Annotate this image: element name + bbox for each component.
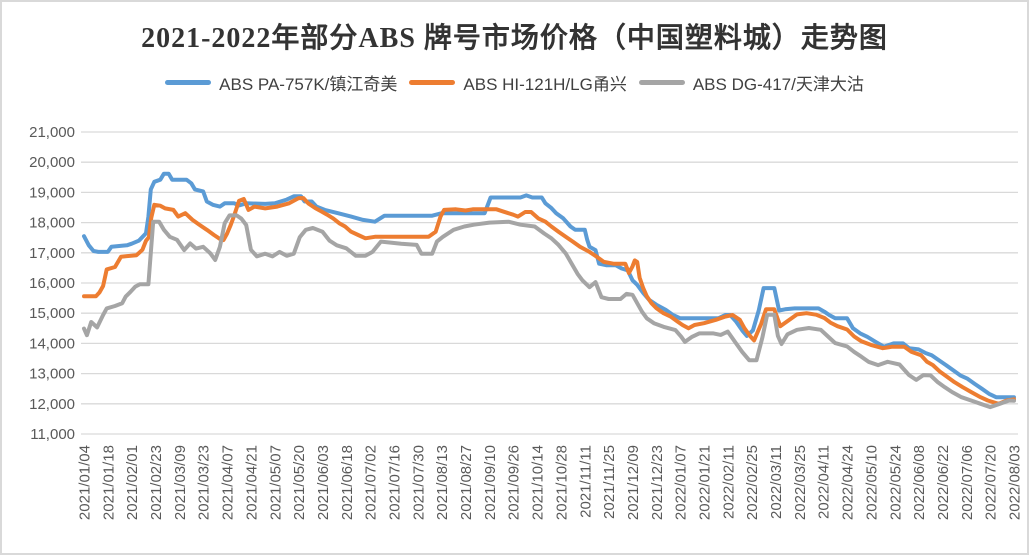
series-line-0 [82, 171, 1016, 400]
legend-line-swatch-blue [165, 80, 212, 85]
x-axis-tick-label: 2022/03/11 [768, 445, 785, 519]
y-axis-tick-label: 16,000 [29, 275, 75, 292]
x-axis-tick-label: 2022/02/25 [744, 445, 761, 520]
x-axis-tick-label: 2021/01/04 [77, 445, 94, 520]
legend-label: ABS PA-757K/镇江奇美 [219, 75, 398, 94]
x-axis-tick-label: 2021/05/20 [291, 445, 308, 520]
chart-title: 2021-2022年部分ABS 牌号市场价格（中国塑料城）走势图 [141, 23, 888, 54]
x-axis-tick-label: 2021/07/30 [410, 445, 427, 520]
x-axis-tick-label: 2022/04/11 [816, 445, 833, 519]
x-axis-tick-label: 2021/10/14 [530, 445, 547, 520]
x-axis-tick-label: 2021/07/02 [363, 445, 380, 520]
x-axis-tick-label: 2021/03/09 [172, 445, 189, 520]
x-axis-tick-label: 2022/06/08 [911, 445, 928, 520]
y-axis-tick-label: 12,000 [29, 396, 75, 413]
legend-label: ABS HI-121H/LG甬兴 [463, 75, 627, 94]
x-axis-tick-label: 2022/01/07 [673, 445, 690, 520]
x-axis-tick-label: 2021/08/27 [458, 445, 475, 520]
x-axis-tick-label: 2022/07/06 [959, 445, 976, 520]
x-axis-tick-label: 2022/06/22 [935, 445, 952, 520]
x-axis-tick-label: 2022/07/20 [983, 445, 1000, 520]
x-axis-tick-label: 2022/05/10 [863, 445, 880, 520]
legend-item-abs-hi121h: ABS HI-121H/LG甬兴 [409, 70, 627, 95]
x-axis-tick-label: 2021/05/07 [267, 445, 284, 520]
y-axis-tick-label: 14,000 [29, 335, 75, 352]
x-axis-tick-label: 2022/01/21 [697, 445, 714, 520]
x-axis-tick-label: 2022/08/03 [1007, 445, 1024, 520]
x-axis-tick-label: 2021/10/28 [553, 445, 570, 520]
y-axis-tick-label: 17,000 [29, 245, 75, 262]
legend-label: ABS DG-417/天津大沽 [692, 75, 864, 94]
x-axis-tick-label: 2021/09/26 [506, 445, 523, 520]
y-axis-tick-label: 18,000 [29, 215, 75, 232]
x-axis-tick-label: 2021/11/11 [577, 445, 594, 518]
legend-item-abs-pa757k: ABS PA-757K/镇江奇美 [165, 70, 397, 95]
x-axis-tick-label: 2021/12/23 [649, 445, 666, 520]
y-axis-tick-label: 21,000 [29, 124, 75, 141]
x-axis-tick-label: 2021/02/23 [148, 445, 165, 520]
y-axis-tick-label: 15,000 [29, 305, 75, 322]
x-axis-tick-label: 2021/04/07 [220, 445, 237, 520]
x-axis-tick-label: 2022/02/11 [720, 445, 737, 519]
y-axis-tick-label: 13,000 [29, 366, 75, 383]
x-axis-tick-label: 2021/09/10 [482, 445, 499, 520]
x-axis-tick-label: 2021/07/16 [387, 445, 404, 520]
x-axis-tick-label: 2021/01/18 [100, 445, 117, 520]
x-axis-tick-label: 2022/05/24 [887, 445, 904, 520]
y-axis-tick-label: 20,000 [29, 154, 75, 171]
y-axis-tick-label: 19,000 [29, 184, 75, 201]
x-axis-tick-label: 2021/06/18 [339, 445, 356, 520]
x-axis-tick-label: 2021/08/13 [434, 445, 451, 520]
x-axis-tick-label: 2021/11/25 [601, 445, 618, 519]
x-axis-tick-label: 2021/04/21 [243, 445, 260, 520]
x-axis-tick-label: 2022/03/25 [792, 445, 809, 520]
x-axis-tick-label: 2021/12/09 [625, 445, 642, 520]
x-axis-tick-label: 2021/02/01 [124, 445, 141, 520]
series-line-2 [82, 213, 1016, 410]
x-axis-tick-label: 2022/04/24 [840, 445, 857, 520]
legend-item-abs-dg417: ABS DG-417/天津大沽 [638, 70, 864, 95]
y-axis-tick-label: 11,000 [30, 426, 75, 443]
x-axis-tick-label: 2021/03/23 [196, 445, 213, 520]
legend-line-swatch-gray [638, 80, 685, 85]
series-line-1 [82, 196, 1016, 406]
legend-line-swatch-orange [409, 80, 456, 85]
x-axis-tick-label: 2021/06/03 [315, 445, 332, 520]
legend: ABS PA-757K/镇江奇美 ABS HI-121H/LG甬兴 ABS DG… [2, 70, 1027, 95]
